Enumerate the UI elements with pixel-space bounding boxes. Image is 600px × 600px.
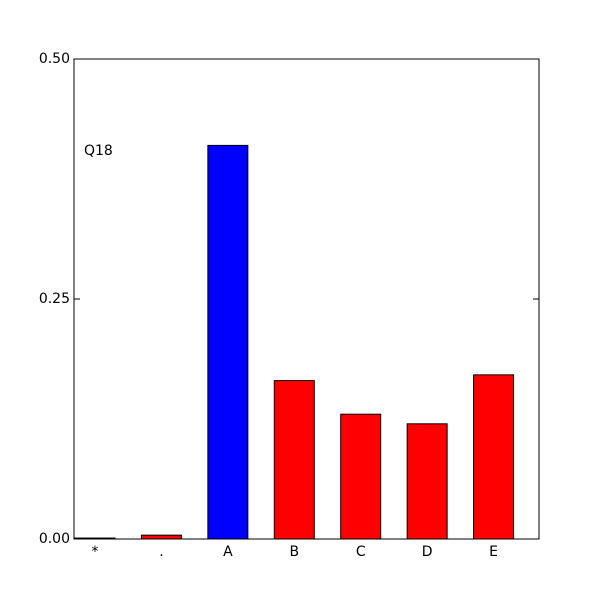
- bar: [273, 380, 315, 540]
- x-tick-label: D: [422, 544, 433, 560]
- y-tick-label: 0.00: [39, 531, 70, 547]
- x-tick-label: .: [159, 544, 163, 560]
- x-tick-label: C: [356, 544, 366, 560]
- bar: [473, 374, 515, 540]
- bar: [340, 413, 382, 540]
- annotation: Q18: [84, 143, 113, 159]
- x-tick-label: A: [223, 544, 233, 560]
- y-tick-label: 0.25: [39, 291, 70, 307]
- y-tick-label: 0.50: [39, 51, 70, 67]
- bar: [207, 144, 249, 540]
- x-tick-label: *: [92, 544, 99, 560]
- bar: [140, 534, 182, 540]
- x-tick-label: B: [289, 544, 299, 560]
- bar: [406, 423, 448, 540]
- x-tick-label: E: [489, 544, 498, 560]
